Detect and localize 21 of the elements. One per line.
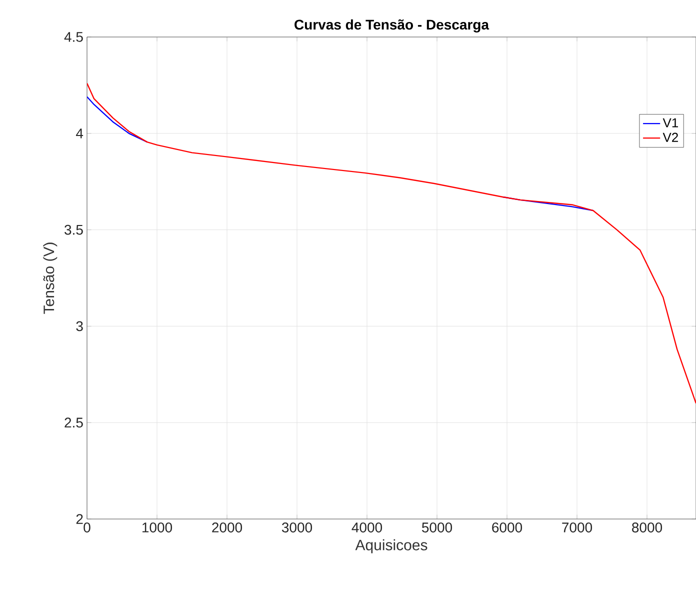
y-tick-label: 2 [76, 514, 83, 524]
y-tick-label: 3 [76, 321, 83, 332]
legend-label: V2 [662, 132, 678, 142]
y-tick-label: 2.5 [64, 418, 83, 428]
x-tick-label: 4000 [352, 522, 382, 532]
y-axis-title: Tensão (V) [43, 242, 58, 314]
x-tick-label: 6000 [492, 522, 522, 532]
x-tick-label: 3000 [282, 522, 312, 532]
chart-title: Curvas de Tensão - Descarga [294, 19, 490, 32]
x-tick-label: 1000 [142, 522, 172, 532]
x-tick-label: 2000 [212, 522, 242, 532]
legend-label: V1 [662, 118, 678, 128]
x-axis-title: Aquisicoes [355, 539, 428, 554]
x-tick-label: 0 [84, 522, 90, 532]
y-tick-label: 4.5 [64, 32, 83, 42]
y-tick-label: 4 [76, 128, 84, 138]
y-tick-label: 3.5 [64, 224, 83, 235]
line-series [87, 82, 696, 404]
x-tick-label: 5000 [422, 522, 452, 532]
x-tick-label: 8000 [632, 522, 662, 532]
x-tick-label: 7000 [562, 522, 592, 532]
